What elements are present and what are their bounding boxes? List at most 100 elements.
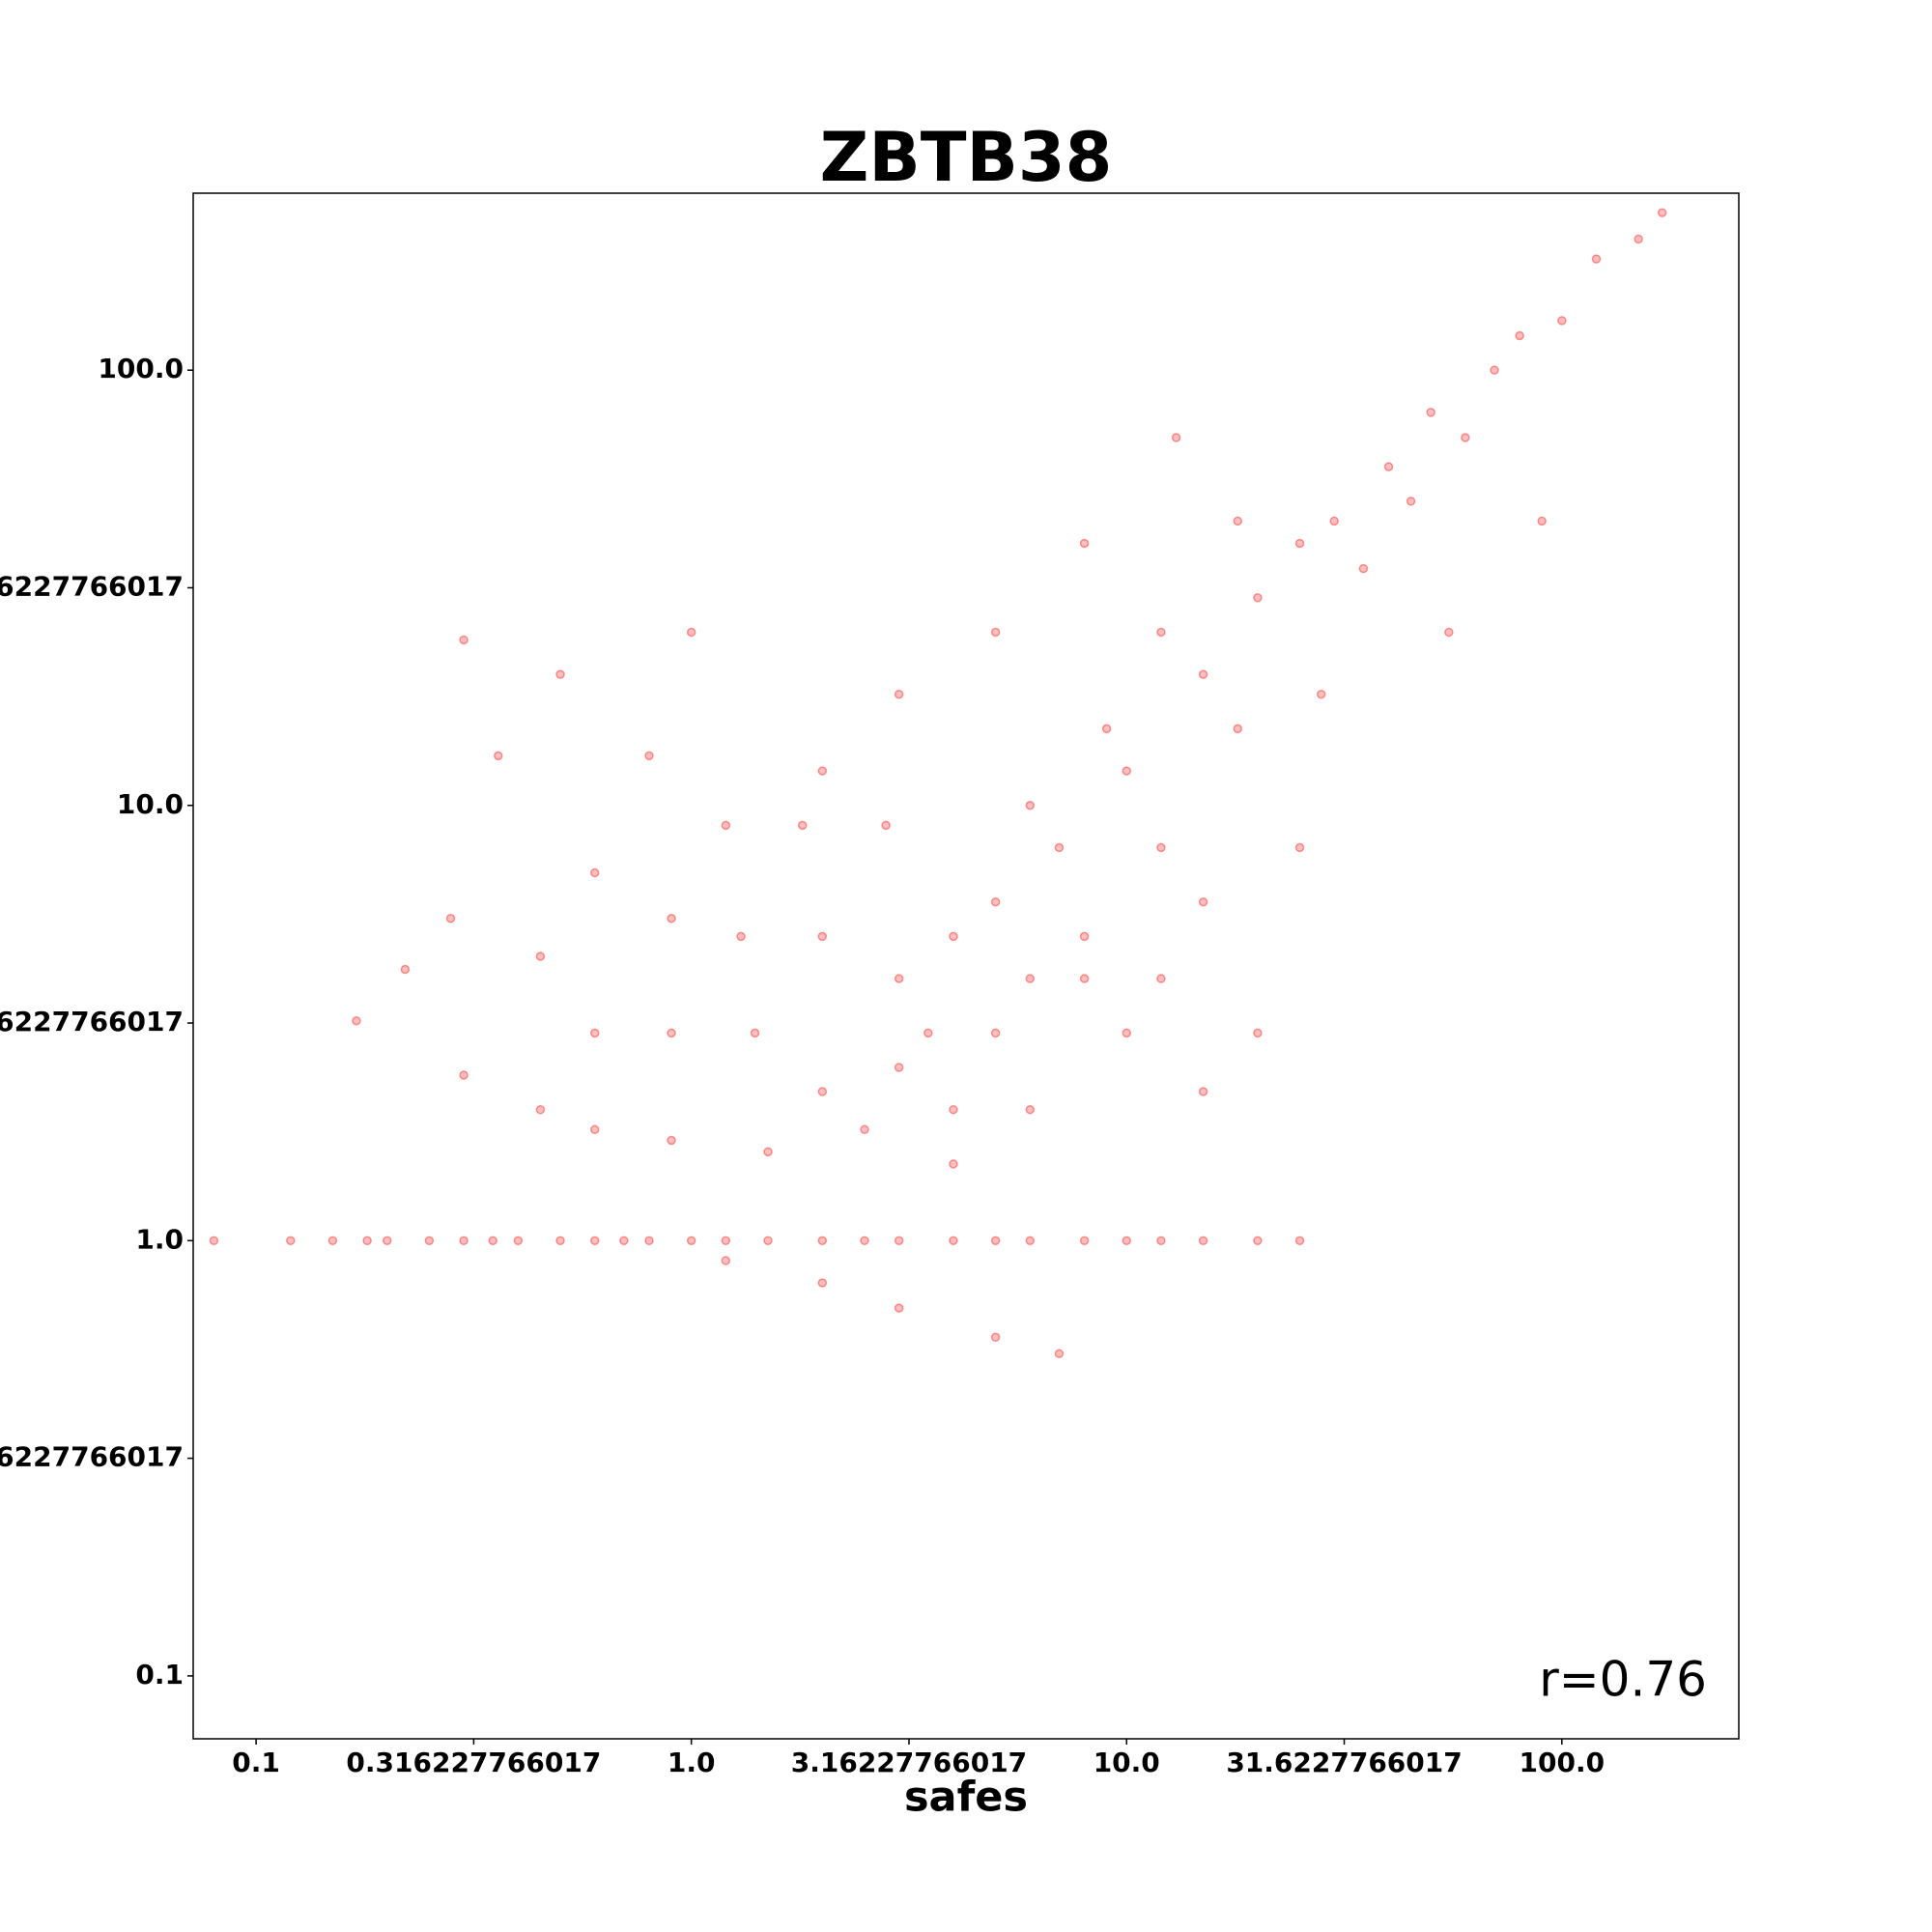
annotation: r=0.76 bbox=[1539, 1652, 1707, 1708]
point bbox=[209, 1236, 219, 1246]
point bbox=[894, 1063, 904, 1072]
point bbox=[555, 1236, 565, 1246]
point bbox=[619, 1236, 629, 1246]
points bbox=[209, 208, 1667, 1359]
point bbox=[424, 1236, 435, 1246]
point bbox=[763, 1236, 773, 1246]
point bbox=[1426, 408, 1435, 417]
point bbox=[589, 1028, 600, 1038]
point bbox=[894, 974, 904, 983]
point bbox=[1490, 365, 1499, 375]
point bbox=[459, 1070, 469, 1080]
point bbox=[644, 751, 654, 761]
point bbox=[535, 1104, 546, 1115]
point bbox=[589, 1124, 600, 1135]
chart-title: ZBTB38 bbox=[820, 118, 1113, 197]
point bbox=[860, 1124, 869, 1135]
point bbox=[513, 1236, 524, 1246]
point bbox=[494, 751, 503, 761]
point bbox=[1079, 931, 1090, 942]
point bbox=[797, 820, 808, 831]
point bbox=[1079, 1236, 1090, 1246]
point bbox=[1316, 689, 1326, 699]
point bbox=[1171, 433, 1181, 442]
y-tick-label: 0.316227766017 bbox=[0, 1441, 184, 1473]
x-tick-label: 0.1 bbox=[232, 1747, 280, 1778]
y-tick-label: 10.0 bbox=[117, 788, 184, 820]
plot-frame bbox=[192, 192, 1740, 1740]
point bbox=[817, 1278, 828, 1288]
point bbox=[1198, 1236, 1208, 1246]
point bbox=[667, 1135, 676, 1146]
point bbox=[667, 1028, 676, 1038]
point bbox=[721, 820, 731, 831]
point bbox=[286, 1236, 296, 1246]
point bbox=[1537, 516, 1547, 526]
point bbox=[1329, 516, 1339, 526]
point bbox=[1198, 669, 1208, 679]
point bbox=[817, 1236, 828, 1246]
point bbox=[990, 1236, 1001, 1246]
point bbox=[1025, 801, 1036, 810]
point bbox=[923, 1028, 933, 1038]
point bbox=[1294, 842, 1305, 853]
point bbox=[1054, 1349, 1065, 1359]
x-tick-label: 1.0 bbox=[668, 1747, 716, 1778]
point bbox=[990, 896, 1001, 907]
point bbox=[990, 1028, 1001, 1038]
point bbox=[1079, 974, 1090, 983]
x-axis-label: safes bbox=[904, 1774, 1028, 1822]
point bbox=[817, 931, 828, 942]
point bbox=[382, 1236, 392, 1246]
point bbox=[1122, 1236, 1131, 1246]
point bbox=[445, 913, 456, 923]
point bbox=[1294, 1236, 1305, 1246]
point bbox=[1198, 1087, 1208, 1096]
point bbox=[1591, 254, 1602, 264]
point bbox=[1156, 842, 1166, 853]
point bbox=[1253, 1236, 1263, 1246]
point bbox=[736, 931, 746, 942]
y-tick-label: 31.6227766017 bbox=[0, 570, 184, 602]
point bbox=[1461, 433, 1470, 442]
point bbox=[488, 1236, 497, 1246]
point bbox=[1156, 1236, 1166, 1246]
point bbox=[990, 627, 1001, 638]
point bbox=[1233, 516, 1243, 526]
point bbox=[1054, 842, 1065, 853]
point bbox=[352, 1015, 361, 1026]
y-tick-label: 100.0 bbox=[98, 353, 184, 384]
point bbox=[1383, 462, 1394, 471]
point bbox=[894, 689, 904, 699]
x-tick-label: 10.0 bbox=[1094, 1747, 1160, 1778]
point bbox=[644, 1236, 654, 1246]
point bbox=[949, 1104, 958, 1115]
point bbox=[1515, 330, 1524, 341]
point bbox=[1101, 724, 1112, 734]
point bbox=[589, 1236, 600, 1246]
point bbox=[949, 1159, 958, 1169]
point bbox=[1122, 1028, 1131, 1038]
point bbox=[860, 1236, 869, 1246]
point bbox=[535, 952, 546, 961]
point bbox=[1444, 627, 1454, 638]
point bbox=[1025, 1104, 1036, 1115]
y-tick-label: 3.16227766017 bbox=[0, 1006, 184, 1037]
point bbox=[763, 1147, 773, 1157]
point bbox=[459, 1236, 469, 1246]
point bbox=[362, 1236, 372, 1246]
point bbox=[686, 1236, 696, 1246]
y-tick-label: 1.0 bbox=[135, 1223, 184, 1255]
point bbox=[1198, 896, 1208, 907]
point bbox=[1253, 1028, 1263, 1038]
point bbox=[990, 1332, 1001, 1343]
x-tick-label: 0.316227766017 bbox=[346, 1747, 601, 1778]
point bbox=[1079, 538, 1090, 549]
point bbox=[459, 635, 469, 645]
point bbox=[1025, 1236, 1036, 1246]
point bbox=[1358, 563, 1369, 574]
point bbox=[721, 1256, 731, 1265]
point bbox=[1406, 497, 1416, 506]
point bbox=[1025, 974, 1036, 983]
point bbox=[949, 1236, 958, 1246]
